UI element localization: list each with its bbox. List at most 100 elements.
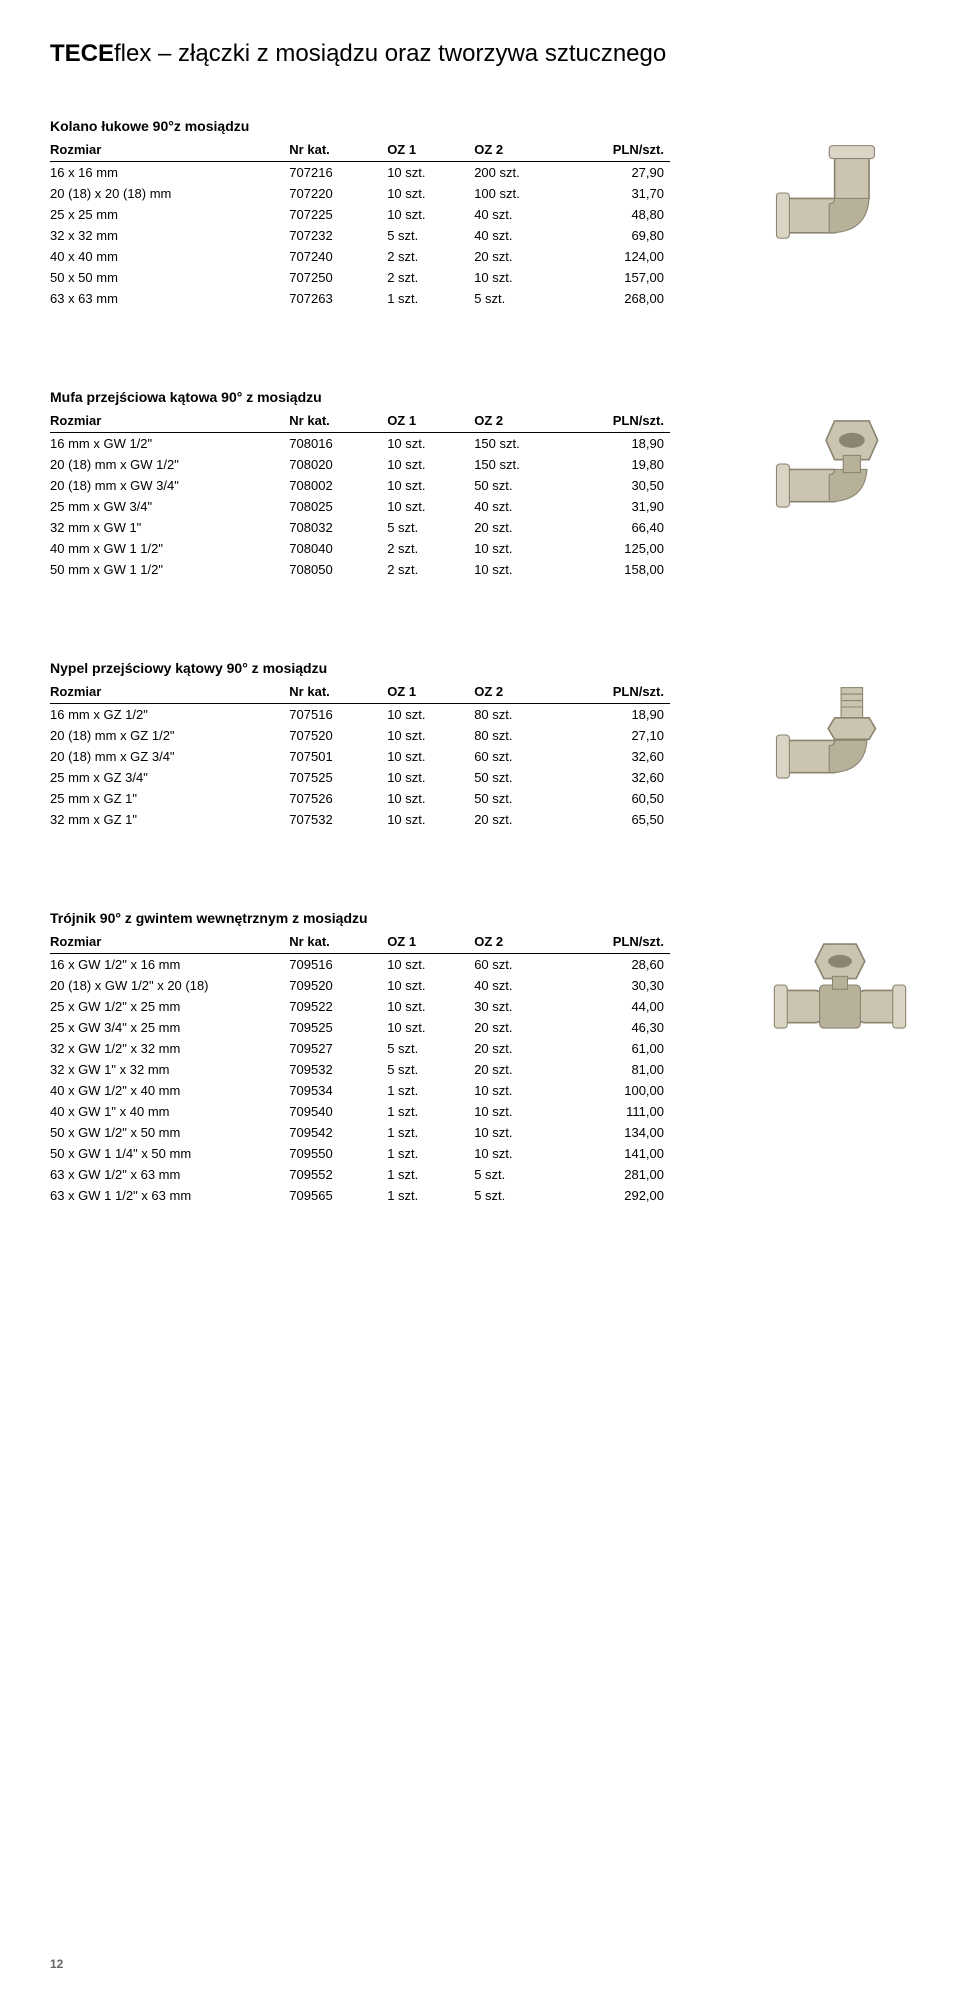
table-cell: 20 szt.	[474, 517, 572, 538]
elbow-female-thread-icon	[770, 409, 910, 519]
column-header-oz2: OZ 2	[474, 411, 572, 433]
table-cell: 709552	[289, 1164, 387, 1185]
table-cell: 60 szt.	[474, 746, 572, 767]
table-cell: 10 szt.	[387, 996, 474, 1017]
table-cell: 708040	[289, 538, 387, 559]
table-cell: 709550	[289, 1143, 387, 1164]
table-cell: 27,10	[572, 725, 670, 746]
column-header-oz2: OZ 2	[474, 932, 572, 954]
table-cell: 20 szt.	[474, 1038, 572, 1059]
table-cell: 1 szt.	[387, 288, 474, 309]
product-table: RozmiarNr kat.OZ 1OZ 2PLN/szt.16 mm x GZ…	[50, 682, 670, 830]
column-header-kat: Nr kat.	[289, 682, 387, 704]
table-cell: 20 (18) mm x GW 3/4"	[50, 475, 289, 496]
table-cell: 111,00	[572, 1101, 670, 1122]
table-cell: 40 szt.	[474, 496, 572, 517]
column-header-size: Rozmiar	[50, 411, 289, 433]
table-cell: 709520	[289, 975, 387, 996]
table-cell: 63 x GW 1/2" x 63 mm	[50, 1164, 289, 1185]
table-cell: 5 szt.	[474, 1185, 572, 1206]
table-cell: 80 szt.	[474, 725, 572, 746]
table-cell: 63 x 63 mm	[50, 288, 289, 309]
table-cell: 709540	[289, 1101, 387, 1122]
table-cell: 707232	[289, 225, 387, 246]
table-cell: 10 szt.	[387, 454, 474, 475]
table-cell: 27,90	[572, 162, 670, 184]
column-header-oz1: OZ 1	[387, 682, 474, 704]
table-cell: 40 x 40 mm	[50, 246, 289, 267]
table-cell: 124,00	[572, 246, 670, 267]
table-cell: 10 szt.	[474, 538, 572, 559]
table-row: 32 x GW 1/2" x 32 mm7095275 szt.20 szt.6…	[50, 1038, 670, 1059]
table-cell: 10 szt.	[474, 267, 572, 288]
table-cell: 63 x GW 1 1/2" x 63 mm	[50, 1185, 289, 1206]
table-row: 63 x 63 mm7072631 szt.5 szt.268,00	[50, 288, 670, 309]
table-row: 40 mm x GW 1 1/2"7080402 szt.10 szt.125,…	[50, 538, 670, 559]
product-section: Nypel przejściowy kątowy 90° z mosiądzuR…	[50, 660, 910, 830]
table-cell: 10 szt.	[387, 809, 474, 830]
table-cell: 40 szt.	[474, 975, 572, 996]
table-row: 50 x GW 1/2" x 50 mm7095421 szt.10 szt.1…	[50, 1122, 670, 1143]
table-cell: 69,80	[572, 225, 670, 246]
table-cell: 25 x GW 3/4" x 25 mm	[50, 1017, 289, 1038]
table-row: 63 x GW 1/2" x 63 mm7095521 szt.5 szt.28…	[50, 1164, 670, 1185]
table-cell: 31,70	[572, 183, 670, 204]
table-cell: 10 szt.	[474, 1080, 572, 1101]
table-cell: 16 mm x GW 1/2"	[50, 433, 289, 455]
table-row: 16 mm x GW 1/2"70801610 szt.150 szt.18,9…	[50, 433, 670, 455]
table-cell: 16 x GW 1/2" x 16 mm	[50, 954, 289, 976]
section-title: Mufa przejściowa kątowa 90° z mosiądzu	[50, 389, 730, 405]
table-cell: 292,00	[572, 1185, 670, 1206]
table-cell: 709534	[289, 1080, 387, 1101]
table-cell: 1 szt.	[387, 1185, 474, 1206]
table-cell: 707225	[289, 204, 387, 225]
table-row: 20 (18) mm x GZ 1/2"70752010 szt.80 szt.…	[50, 725, 670, 746]
table-cell: 10 szt.	[387, 162, 474, 184]
table-cell: 134,00	[572, 1122, 670, 1143]
table-row: 32 x 32 mm7072325 szt.40 szt.69,80	[50, 225, 670, 246]
table-cell: 80 szt.	[474, 704, 572, 726]
table-cell: 50 mm x GW 1 1/2"	[50, 559, 289, 580]
table-cell: 1 szt.	[387, 1080, 474, 1101]
table-cell: 708032	[289, 517, 387, 538]
table-cell: 709516	[289, 954, 387, 976]
column-header-oz1: OZ 1	[387, 932, 474, 954]
table-cell: 40 mm x GW 1 1/2"	[50, 538, 289, 559]
table-cell: 32 x GW 1" x 32 mm	[50, 1059, 289, 1080]
table-row: 20 (18) mm x GW 1/2"70802010 szt.150 szt…	[50, 454, 670, 475]
table-row: 40 x 40 mm7072402 szt.20 szt.124,00	[50, 246, 670, 267]
table-cell: 40 szt.	[474, 225, 572, 246]
table-cell: 709527	[289, 1038, 387, 1059]
table-cell: 50 x GW 1 1/4" x 50 mm	[50, 1143, 289, 1164]
title-bold: TECE	[50, 40, 114, 67]
table-cell: 200 szt.	[474, 162, 572, 184]
table-cell: 46,30	[572, 1017, 670, 1038]
table-cell: 10 szt.	[474, 559, 572, 580]
table-cell: 268,00	[572, 288, 670, 309]
table-cell: 125,00	[572, 538, 670, 559]
table-cell: 10 szt.	[387, 475, 474, 496]
table-row: 32 mm x GZ 1"70753210 szt.20 szt.65,50	[50, 809, 670, 830]
table-cell: 10 szt.	[387, 183, 474, 204]
table-cell: 708020	[289, 454, 387, 475]
table-cell: 10 szt.	[387, 496, 474, 517]
table-cell: 30 szt.	[474, 996, 572, 1017]
table-cell: 20 szt.	[474, 809, 572, 830]
table-cell: 50 szt.	[474, 475, 572, 496]
table-cell: 1 szt.	[387, 1101, 474, 1122]
table-cell: 40 x GW 1" x 40 mm	[50, 1101, 289, 1122]
table-row: 25 x GW 3/4" x 25 mm70952510 szt.20 szt.…	[50, 1017, 670, 1038]
table-cell: 707216	[289, 162, 387, 184]
column-header-pln: PLN/szt.	[572, 411, 670, 433]
table-cell: 1 szt.	[387, 1143, 474, 1164]
table-cell: 32 mm x GZ 1"	[50, 809, 289, 830]
table-row: 20 (18) mm x GW 3/4"70800210 szt.50 szt.…	[50, 475, 670, 496]
table-cell: 32 x GW 1/2" x 32 mm	[50, 1038, 289, 1059]
table-row: 16 mm x GZ 1/2"70751610 szt.80 szt.18,90	[50, 704, 670, 726]
table-cell: 32,60	[572, 767, 670, 788]
table-cell: 20 szt.	[474, 1017, 572, 1038]
table-cell: 20 szt.	[474, 1059, 572, 1080]
table-cell: 157,00	[572, 267, 670, 288]
table-cell: 65,50	[572, 809, 670, 830]
column-header-kat: Nr kat.	[289, 932, 387, 954]
